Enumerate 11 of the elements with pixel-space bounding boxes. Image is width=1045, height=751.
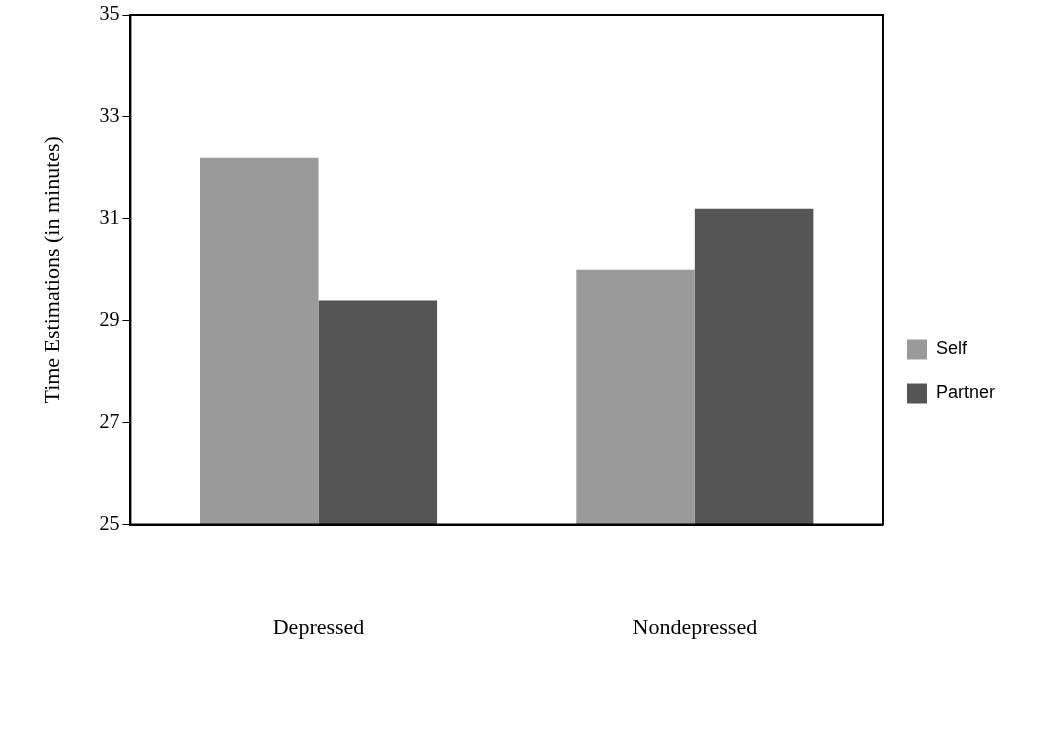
- y-tick-label: 31: [99, 206, 120, 229]
- legend-label: Partner: [935, 382, 996, 403]
- y-tick-label: 35: [99, 2, 120, 25]
- y-tick-label: 33: [99, 104, 120, 127]
- legend-label: Self: [935, 338, 968, 359]
- y-tick-label: 29: [99, 308, 120, 331]
- y-tick-label: 25: [99, 511, 120, 534]
- x-tick-label: Nondepressed: [632, 613, 758, 639]
- y-tick-label: 27: [99, 409, 120, 432]
- x-tick-label: Depressed: [272, 613, 365, 639]
- y-axis-title: Time Estimations (in minutes): [38, 136, 64, 404]
